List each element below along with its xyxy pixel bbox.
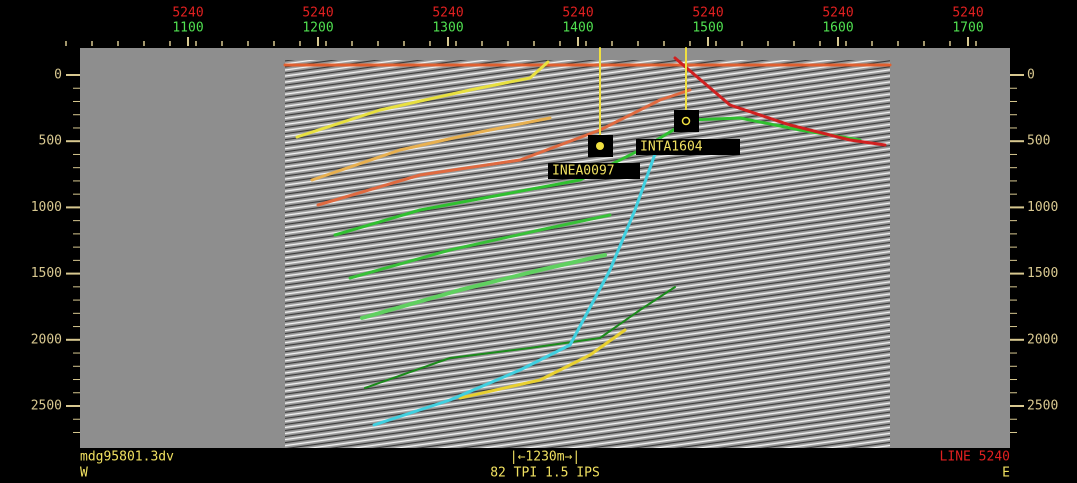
cdp-label: 1500 (692, 21, 723, 36)
horizon (295, 60, 550, 139)
cdp-label: 1400 (562, 21, 593, 36)
horizon (458, 328, 627, 400)
depth-label: 1000 (1027, 200, 1058, 215)
trace-label: 5240 (822, 6, 853, 21)
seismic-data (285, 60, 890, 448)
horizons (283, 47, 892, 427)
depth-label: 500 (1027, 134, 1050, 149)
depth-label: 2000 (31, 332, 62, 347)
trace-label: 5240 (952, 6, 983, 21)
well-label: INEA0097 (552, 164, 615, 179)
well-label: INTA1604 (640, 140, 703, 155)
well-dot (681, 116, 691, 126)
trace-label: 5240 (562, 6, 593, 21)
depth-label: 0 (54, 68, 62, 83)
west-label: W (80, 466, 88, 481)
depth-label: 2500 (31, 399, 62, 414)
east-label: E (1002, 466, 1010, 481)
trace-label: 5240 (172, 6, 203, 21)
trace-label: 5240 (432, 6, 463, 21)
horizon (310, 116, 552, 182)
fault (673, 56, 887, 147)
file-name: mdg95801.3dv (80, 450, 174, 465)
cdp-label: 1100 (172, 21, 203, 36)
depth-label: 500 (39, 134, 62, 149)
fault (372, 138, 662, 427)
display-resolution: 82 TPI 1.5 IPS (490, 466, 600, 481)
depth-label: 1500 (1027, 266, 1058, 281)
depth-label: 0 (1027, 68, 1035, 83)
well-dot (596, 142, 604, 150)
cdp-label: 1600 (822, 21, 853, 36)
well-label-box (548, 163, 640, 179)
well-label-box (636, 139, 740, 155)
well-marker (674, 110, 699, 132)
horizon (360, 253, 607, 320)
depth-label: 2500 (1027, 399, 1058, 414)
trace-label: 5240 (692, 6, 723, 21)
depth-label: 2000 (1027, 332, 1058, 347)
scale-bar: |←1230m→| (510, 450, 580, 465)
horizon (364, 286, 676, 389)
axes: 5240110052401200524013005240140052401500… (31, 6, 1058, 433)
trace-label: 5240 (302, 6, 333, 21)
depth-label: 1500 (31, 266, 62, 281)
cdp-label: 1300 (432, 21, 463, 36)
line-label: LINE 5240 (940, 450, 1010, 465)
depth-label: 1000 (31, 200, 62, 215)
horizon (316, 88, 692, 207)
cdp-label: 1700 (952, 21, 983, 36)
horizon (348, 213, 612, 280)
cdp-label: 1200 (302, 21, 333, 36)
